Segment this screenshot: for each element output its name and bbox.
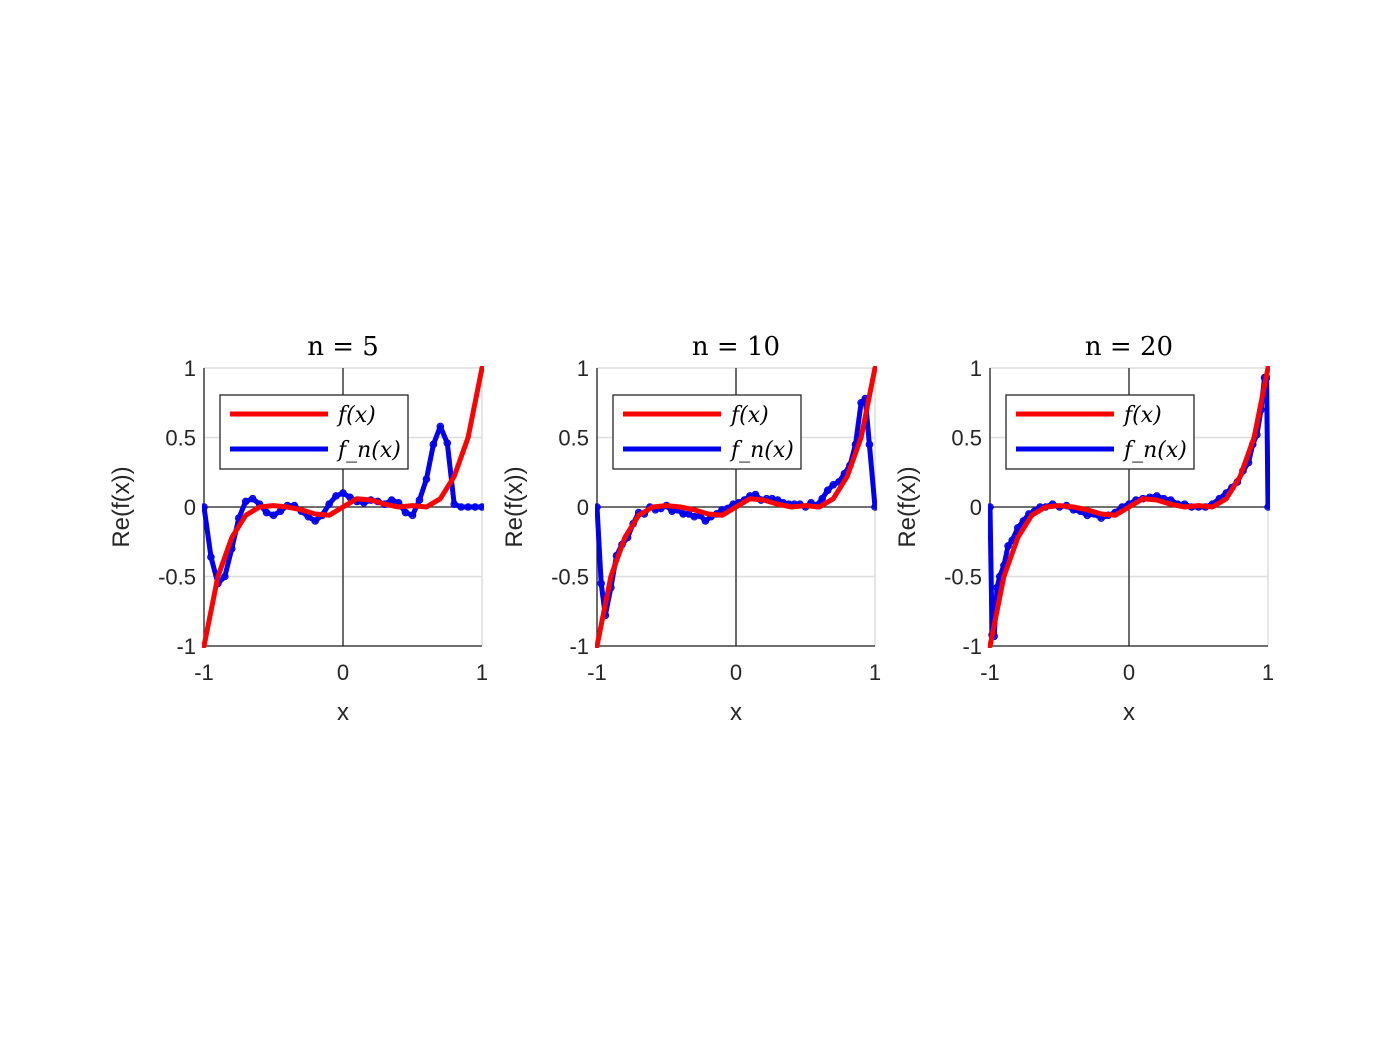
series-point-fn bbox=[679, 510, 687, 518]
y-tick-label: 1 bbox=[970, 356, 982, 381]
x-tick-label: 1 bbox=[869, 660, 881, 685]
series-point-fn bbox=[823, 486, 832, 495]
series-line-fn bbox=[202, 423, 484, 586]
series-point-fn bbox=[478, 503, 484, 511]
series-point-fn bbox=[325, 500, 333, 509]
y-tick-label: 1 bbox=[577, 356, 589, 381]
series-point-fn bbox=[262, 508, 271, 517]
series-point-fn bbox=[857, 398, 865, 407]
legend-label-f: f(x) bbox=[336, 403, 376, 428]
y-tick-label: 0 bbox=[577, 495, 589, 520]
series-point-fn bbox=[595, 503, 601, 511]
subplot-3: -1 -0.5 0 0.5 1 -1 0 1 x Re(f(x)) n = 20 f(x) f_n(x) bbox=[894, 332, 1274, 726]
series-point-fn bbox=[865, 440, 874, 449]
subplot-2: -1 -0.5 0 0.5 1 -1 0 1 x Re(f(x)) n = 10 f(x) f_n(x) bbox=[501, 332, 881, 726]
x-axis-label: x bbox=[337, 699, 349, 726]
series-point-fn bbox=[332, 492, 340, 500]
series-point-fn bbox=[221, 572, 229, 581]
x-tick-label: 1 bbox=[476, 660, 488, 685]
series-point-fn bbox=[436, 422, 445, 431]
series-line-f bbox=[202, 366, 484, 648]
legend: f(x) f_n(x) bbox=[1005, 394, 1195, 470]
x-tick-label: 0 bbox=[730, 660, 742, 685]
series-point-fn bbox=[1264, 503, 1270, 511]
x-tick-label: -1 bbox=[980, 660, 1000, 685]
series-point-fn bbox=[401, 508, 410, 517]
y-tick-label: -0.5 bbox=[944, 565, 982, 590]
legend: f(x) f_n(x) bbox=[612, 394, 802, 470]
y-tick-label: 0 bbox=[184, 495, 196, 520]
series-point-fn bbox=[241, 497, 250, 506]
legend-label-f: f(x) bbox=[729, 403, 769, 428]
y-tick-label: -0.5 bbox=[158, 565, 196, 590]
plot-title: n = 5 bbox=[307, 332, 379, 362]
series-point-fn bbox=[207, 553, 215, 561]
series-point-fn bbox=[871, 503, 877, 511]
legend-label-fn: f_n(x) bbox=[1122, 438, 1187, 463]
series-point-fn bbox=[429, 440, 438, 449]
series-point-fn bbox=[818, 494, 826, 503]
series-point-fn bbox=[248, 494, 257, 503]
series-point-fn bbox=[443, 439, 452, 447]
series-point-fn bbox=[450, 500, 459, 509]
y-axis-label: Re(f(x)) bbox=[501, 466, 528, 547]
y-tick-label: -0.5 bbox=[551, 565, 589, 590]
series-point-fn bbox=[339, 489, 347, 497]
series-point-fn bbox=[1004, 542, 1012, 550]
subplot-1: -1 -0.5 0 0.5 1 -1 0 1 x Re(f(x)) n = 5 f(x) f_n(x) bbox=[108, 332, 488, 726]
legend-box bbox=[219, 394, 409, 470]
x-tick-label: 0 bbox=[337, 660, 349, 685]
y-tick-label: 0.5 bbox=[951, 426, 982, 451]
legend: f(x) f_n(x) bbox=[219, 394, 409, 470]
y-tick-label: 1 bbox=[184, 356, 196, 381]
x-tick-label: 1 bbox=[1262, 660, 1274, 685]
y-tick-label: 0.5 bbox=[558, 426, 589, 451]
x-tick-label: -1 bbox=[194, 660, 214, 685]
series-line-f bbox=[988, 366, 1270, 648]
legend-label-f: f(x) bbox=[1122, 403, 1162, 428]
y-tick-label: 0 bbox=[970, 495, 982, 520]
y-tick-label: -1 bbox=[569, 634, 589, 659]
x-axis-label: x bbox=[730, 699, 742, 726]
y-tick-label: 0.5 bbox=[165, 426, 196, 451]
x-tick-label: 0 bbox=[1123, 660, 1135, 685]
x-axis-label: x bbox=[1123, 699, 1135, 726]
series-point-fn bbox=[597, 579, 605, 588]
series-point-fn bbox=[422, 475, 431, 484]
legend-label-fn: f_n(x) bbox=[336, 438, 401, 463]
series-point-fn bbox=[311, 517, 320, 525]
series-point-fn bbox=[415, 496, 424, 504]
x-tick-label: -1 bbox=[587, 660, 607, 685]
y-tick-label: -1 bbox=[962, 634, 982, 659]
series-point-fn bbox=[269, 511, 278, 520]
series-point-fn bbox=[408, 511, 417, 520]
series-point-fn bbox=[202, 503, 208, 511]
plot-title: n = 20 bbox=[1085, 332, 1173, 362]
plot-title: n = 10 bbox=[692, 332, 780, 362]
series-point-fn bbox=[988, 503, 994, 511]
legend-box bbox=[612, 394, 802, 470]
series-group bbox=[595, 366, 877, 648]
series-point-fn bbox=[701, 517, 710, 525]
series-group bbox=[202, 366, 484, 648]
y-tick-label: -1 bbox=[176, 634, 196, 659]
legend-box bbox=[1005, 394, 1195, 470]
legend-label-fn: f_n(x) bbox=[729, 438, 794, 463]
series-group bbox=[988, 366, 1270, 648]
y-axis-label: Re(f(x)) bbox=[894, 466, 921, 547]
series-line-f bbox=[595, 366, 877, 648]
y-axis-label: Re(f(x)) bbox=[108, 466, 135, 547]
